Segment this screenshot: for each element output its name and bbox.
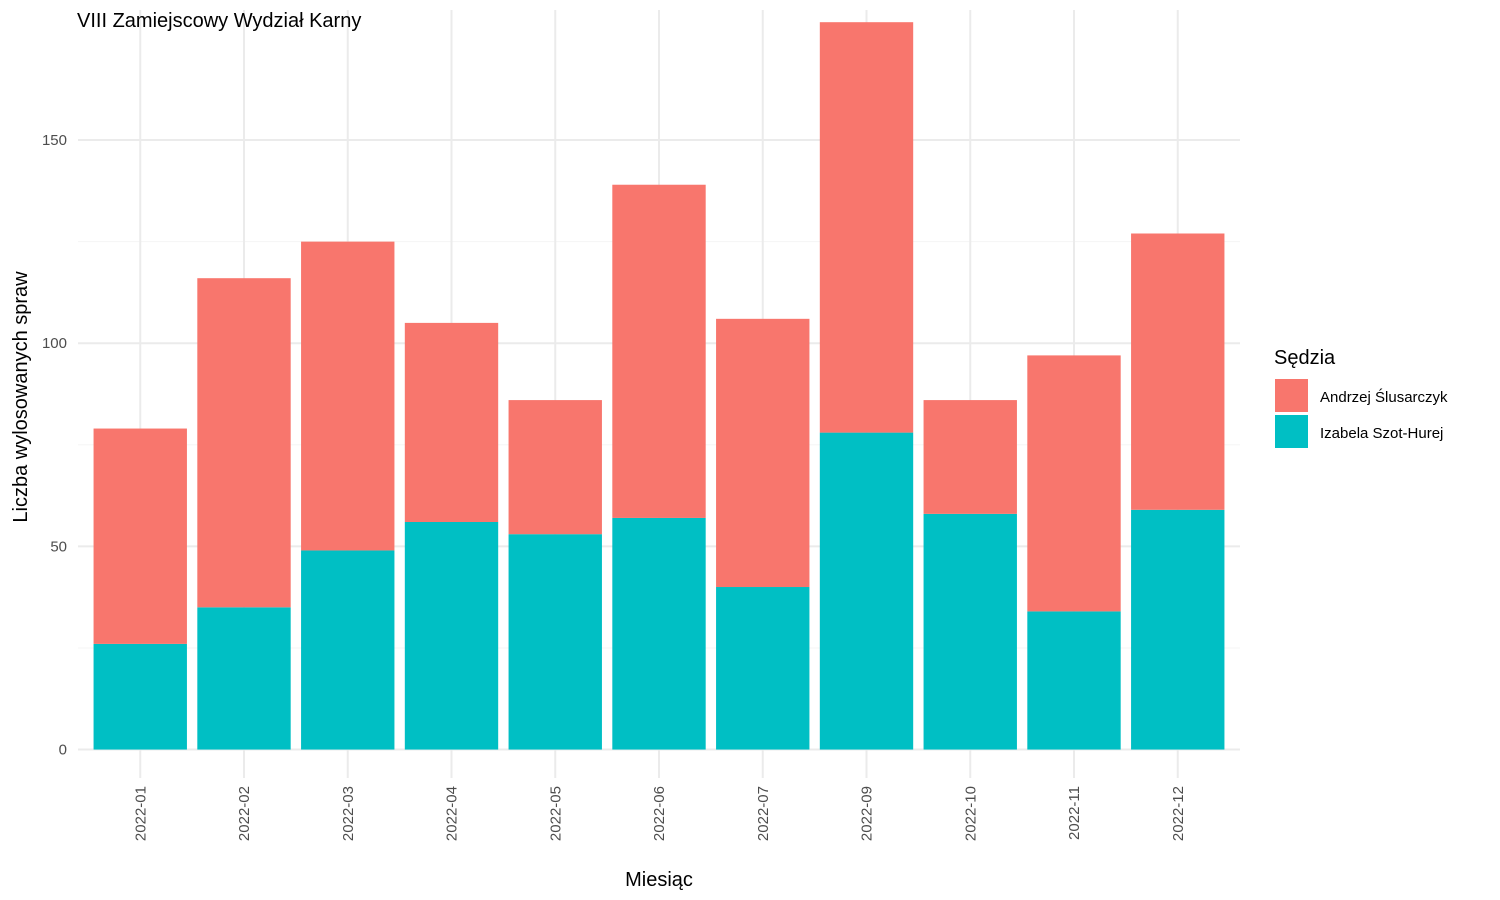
bar-andrzej-slusarczyk-2022-10 <box>923 400 1017 514</box>
chart-title: VIII Zamiejscowy Wydział Karny <box>77 10 361 32</box>
x-tick-label: 2022-09 <box>859 786 876 841</box>
y-tick-label: 0 <box>59 742 67 759</box>
legend-swatch-andrzej-slusarczyk <box>1275 379 1308 412</box>
x-tick-label: 2022-05 <box>547 786 564 841</box>
bar-andrzej-slusarczyk-2022-07 <box>716 318 810 588</box>
y-axis-title: Liczba wylosowanych spraw <box>10 271 32 523</box>
x-tick-label: 2022-10 <box>962 786 979 841</box>
bar-andrzej-slusarczyk-2022-04 <box>404 322 499 522</box>
bar-andrzej-slusarczyk-2022-06 <box>612 184 706 518</box>
bar-izabela-szot-hurej-2022-06 <box>612 517 706 750</box>
bar-izabela-szot-hurej-2022-12 <box>1131 509 1225 750</box>
bar-izabela-szot-hurej-2022-01 <box>93 643 187 750</box>
y-tick-label: 50 <box>50 538 67 555</box>
bar-andrzej-slusarczyk-2022-11 <box>1027 355 1121 612</box>
bar-izabela-szot-hurej-2022-09 <box>819 432 914 750</box>
y-tick-label: 100 <box>42 335 67 352</box>
bars <box>93 22 1225 750</box>
x-tick-label: 2022-03 <box>340 786 357 841</box>
x-tick-label: 2022-12 <box>1170 786 1187 841</box>
x-tick-label: 2022-01 <box>132 786 149 841</box>
bar-andrzej-slusarczyk-2022-05 <box>508 400 602 535</box>
legend-swatch-izabela-szot-hurej <box>1275 415 1308 448</box>
x-tick-label: 2022-07 <box>755 786 772 841</box>
x-axis-ticks: 2022-01 2022-02 2022-03 2022-04 2022-05 2022-… <box>132 786 1187 841</box>
x-tick-label: 2022-06 <box>651 786 668 841</box>
x-axis-title: Miesiąc <box>625 869 693 891</box>
bar-izabela-szot-hurej-2022-07 <box>716 587 810 750</box>
legend-label-izabela-szot-hurej: Izabela Szot-Hurej <box>1320 425 1443 442</box>
legend-title: Sędzia <box>1274 347 1336 369</box>
y-tick-label: 150 <box>42 132 67 149</box>
x-tick-label: 2022-04 <box>444 786 461 841</box>
bar-andrzej-slusarczyk-2022-02 <box>197 278 291 608</box>
legend: Sędzia Andrzej Ślusarczyk Izabela Szot-H… <box>1274 347 1448 448</box>
x-tick-label: 2022-11 <box>1066 786 1083 840</box>
bar-izabela-szot-hurej-2022-03 <box>301 550 395 750</box>
bar-izabela-szot-hurej-2022-10 <box>923 513 1017 750</box>
bar-andrzej-slusarczyk-2022-01 <box>93 428 187 644</box>
y-axis-ticks: 0 50 100 150 <box>42 132 67 759</box>
legend-label-andrzej-slusarczyk: Andrzej Ślusarczyk <box>1320 388 1448 406</box>
bar-izabela-szot-hurej-2022-04 <box>404 522 499 750</box>
bar-andrzej-slusarczyk-2022-03 <box>301 241 395 551</box>
bar-andrzej-slusarczyk-2022-09 <box>819 22 914 433</box>
bar-andrzej-slusarczyk-2022-12 <box>1131 233 1225 510</box>
bar-izabela-szot-hurej-2022-05 <box>508 534 602 750</box>
x-tick-label: 2022-02 <box>236 786 253 841</box>
bar-izabela-szot-hurej-2022-11 <box>1027 611 1121 750</box>
bar-izabela-szot-hurej-2022-02 <box>197 607 291 750</box>
